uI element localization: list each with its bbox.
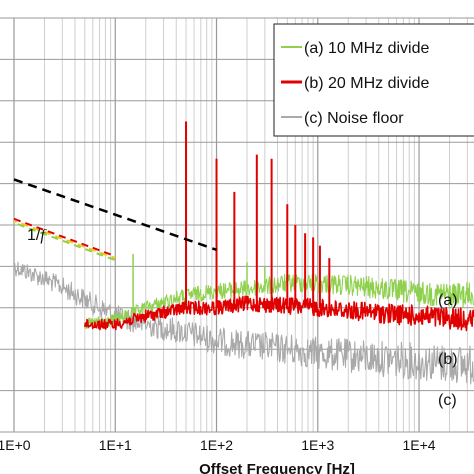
x-axis-title: Offset Frequency [Hz]	[199, 461, 355, 474]
reference-slope-line	[13, 178, 217, 252]
series-end-label-a: (a)	[438, 292, 458, 309]
x-tick-label-0: 1E+0	[0, 437, 31, 453]
legend-entry-c: (c) Noise floor	[304, 110, 404, 127]
x-tick-labels: 1E+0 1E+1 1E+2 1E+3 1E+4	[0, 437, 436, 453]
legend: (a) 10 MHz divide (b) 20 MHz divide (c) …	[273, 23, 474, 137]
series-line-2	[13, 261, 474, 385]
x-tick-label-2: 1E+2	[200, 437, 233, 453]
legend-entry-b: (b) 20 MHz divide	[304, 75, 429, 92]
legend-entry-a: (a) 10 MHz divide	[304, 40, 429, 57]
x-tick-label-1: 1E+1	[99, 437, 132, 453]
one-over-f-line-0	[13, 217, 116, 258]
series-line-1	[84, 295, 474, 332]
series-end-label-c: (c)	[438, 392, 457, 409]
series-end-label-b: (b)	[438, 351, 458, 368]
x-tick-label-3: 1E+3	[301, 437, 334, 453]
series-line-0	[84, 273, 474, 330]
series-layer	[13, 121, 474, 385]
x-tick-label-4: 1E+4	[402, 437, 435, 453]
legend-box	[273, 23, 474, 137]
one-over-f-prefix: 1/	[27, 227, 41, 244]
one-over-f-line-2	[13, 221, 116, 262]
one-over-f-annotation: 1/f	[27, 227, 47, 244]
one-over-f-suffix: f	[40, 227, 47, 244]
